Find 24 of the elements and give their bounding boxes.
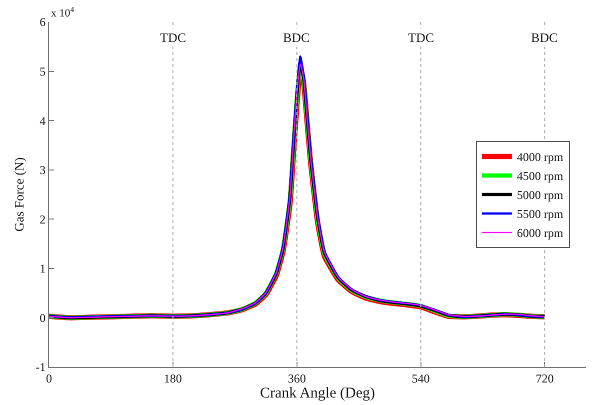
ref-line-label: TDC — [160, 30, 186, 45]
legend-label: 6000 rpm — [516, 226, 564, 240]
legend-label: 4500 rpm — [516, 169, 564, 184]
x-tick-label: 540 — [412, 371, 430, 386]
x-axis-title: Crank Angle (Deg) — [260, 385, 375, 402]
x-tick-label: 180 — [164, 371, 182, 386]
y-tick-label: 3 — [40, 163, 46, 178]
x-tick-label: 360 — [288, 371, 306, 386]
y-tick-label: -1 — [36, 360, 46, 374]
y-tick-label: 6 — [40, 15, 46, 30]
text: x 10$^{4}$ — [51, 5, 74, 20]
legend-label: 5000 rpm — [516, 188, 564, 202]
ref-line-label: BDC — [531, 30, 558, 45]
y-tick-label: 2 — [40, 212, 46, 226]
ref-line-label: TDC — [408, 30, 434, 45]
y-axis-title: Gas Force (N) — [12, 157, 27, 232]
x-tick-label: 720 — [536, 371, 554, 386]
legend-label: 5500 rpm — [516, 207, 564, 222]
y-tick-label: 5 — [40, 64, 46, 78]
y-tick-label: 0 — [40, 310, 46, 325]
legend-label: 4000 rpm — [516, 150, 564, 164]
y-tick-label: 1 — [40, 262, 46, 276]
ref-line-label: BDC — [283, 30, 310, 45]
y-tick-label: 4 — [40, 114, 46, 128]
